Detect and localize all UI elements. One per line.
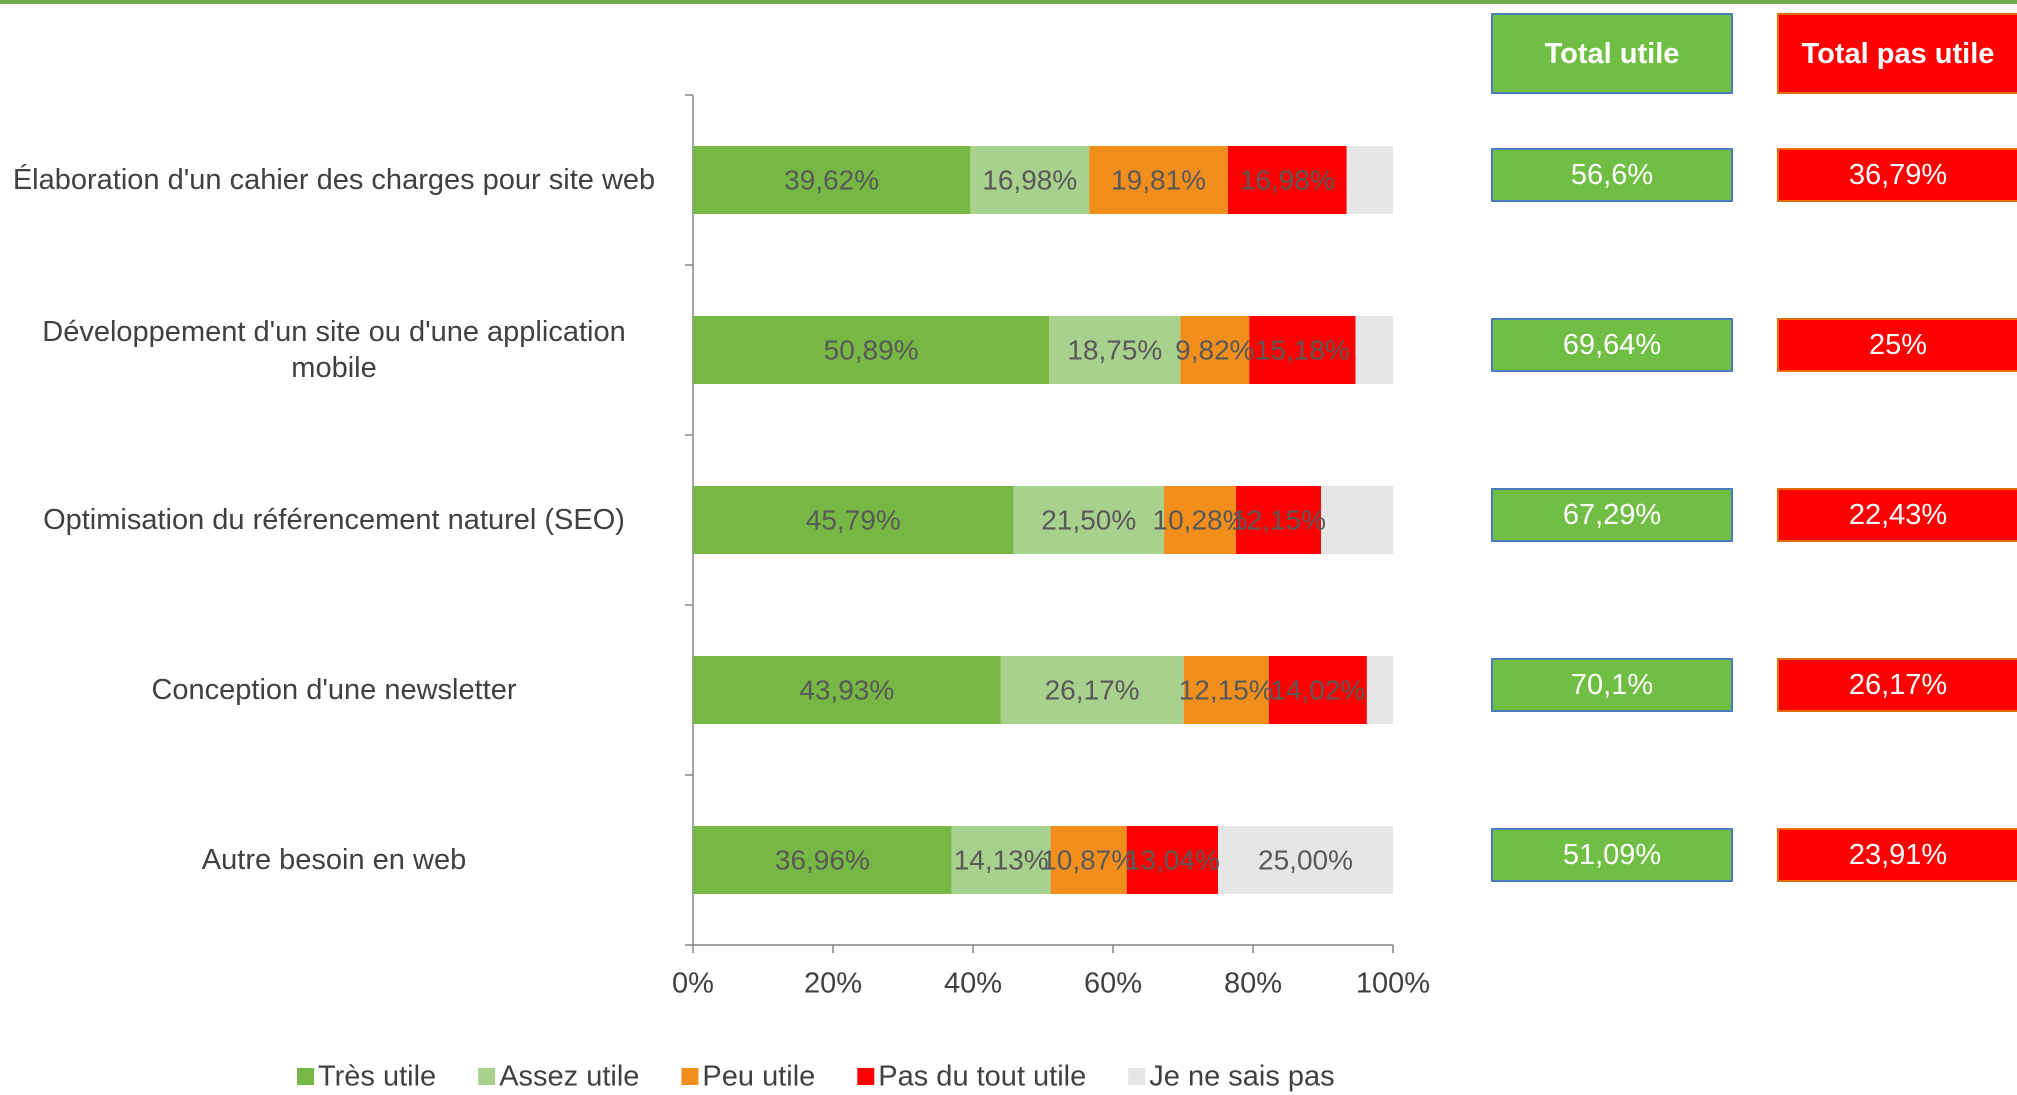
total-utile-cell: 69,64% [1491, 318, 1733, 372]
category-label: Autre besoin en web [201, 844, 467, 876]
total-pas-utile-cell: 22,43% [1777, 488, 2017, 542]
data-label: 12,15% [1231, 504, 1326, 535]
legend-swatch [297, 1068, 314, 1085]
data-label: 18,75% [1067, 334, 1162, 365]
data-label: 39,62% [784, 164, 879, 195]
legend-swatch [1128, 1068, 1146, 1085]
data-label: 9,82% [1175, 334, 1254, 365]
x-tick-label: 80% [1224, 968, 1282, 1000]
data-label: 10,28% [1153, 504, 1248, 535]
data-label: 19,81% [1111, 164, 1206, 195]
legend-label: Très utile [318, 1061, 436, 1093]
bar-segment [693, 656, 1001, 724]
data-label: 16,98% [982, 164, 1077, 195]
bar-segment [1183, 656, 1269, 724]
total-utile-cell: 70,1% [1491, 658, 1733, 712]
bar-segment [1013, 486, 1165, 554]
bar-segment [693, 146, 971, 214]
data-label: 16,98% [1240, 164, 1335, 195]
category-label: Élaboration d'un cahier des charges pour… [12, 164, 656, 196]
bar-segment [1218, 826, 1393, 894]
legend-swatch [681, 1068, 699, 1085]
x-tick-label: 0% [672, 968, 714, 1000]
data-label: 12,15% [1179, 674, 1274, 705]
total-pas-utile-cell: 36,79% [1777, 148, 2017, 202]
bar-segment [1050, 826, 1127, 894]
bar-segment [693, 486, 1014, 554]
bar-segment [1366, 656, 1393, 724]
category-label: Conception d'une newsletter [151, 674, 517, 706]
legend-label: Pas du tout utile [878, 1061, 1086, 1093]
total-header: Total pas utile [1777, 13, 2017, 94]
data-label: 14,13% [954, 844, 1049, 875]
bar-segment [1249, 316, 1356, 384]
bar-segment [1268, 656, 1367, 724]
total-utile-cell: 67,29% [1491, 488, 1733, 542]
legend-label: Peu utile [702, 1061, 815, 1093]
bar-segment [1164, 486, 1236, 554]
data-label: 45,79% [806, 504, 901, 535]
bar-segment [693, 316, 1050, 384]
total-header: Total utile [1491, 13, 1733, 94]
legend-swatch [478, 1068, 496, 1085]
total-pas-utile-cell: 23,91% [1777, 828, 2017, 882]
bar-segment [1227, 146, 1347, 214]
data-label: 26,17% [1045, 674, 1140, 705]
total-utile-cell: 51,09% [1491, 828, 1733, 882]
data-label: 13,04% [1125, 844, 1220, 875]
x-tick-label: 100% [1356, 968, 1430, 1000]
data-label: 10,87% [1041, 844, 1136, 875]
bar-segment [1180, 316, 1250, 384]
bar-segment [1049, 316, 1181, 384]
bar-segment [1000, 656, 1184, 724]
bar-segment [970, 146, 1090, 214]
legend-label: Assez utile [499, 1061, 639, 1093]
data-label: 21,50% [1041, 504, 1136, 535]
bar-segment [1126, 826, 1218, 894]
data-label: 25,00% [1258, 844, 1353, 875]
legend-swatch [857, 1068, 875, 1085]
category-label: Optimisation du référencement naturel (S… [43, 504, 625, 536]
total-pas-utile-cell: 26,17% [1777, 658, 2017, 712]
bar-segment [1355, 316, 1393, 384]
top-rule [0, 0, 2017, 4]
x-tick-label: 20% [804, 968, 862, 1000]
bar-segment [1346, 146, 1393, 214]
data-label: 50,89% [824, 334, 919, 365]
total-pas-utile-cell: 25% [1777, 318, 2017, 372]
category-label: Développement d'un site ou d'une applica… [42, 316, 626, 384]
bar-segment [1235, 486, 1322, 554]
data-label: 43,93% [799, 674, 894, 705]
x-tick-label: 40% [944, 968, 1002, 1000]
x-tick-label: 60% [1084, 968, 1142, 1000]
bar-segment [1321, 486, 1393, 554]
data-label: 15,18% [1255, 334, 1350, 365]
total-utile-cell: 56,6% [1491, 148, 1733, 202]
data-label: 36,96% [775, 844, 870, 875]
data-label: 14,02% [1270, 674, 1365, 705]
legend-label: Je ne sais pas [1149, 1061, 1334, 1093]
bar-segment [693, 826, 952, 894]
bar-segment [951, 826, 1051, 894]
bar-segment [1089, 146, 1228, 214]
